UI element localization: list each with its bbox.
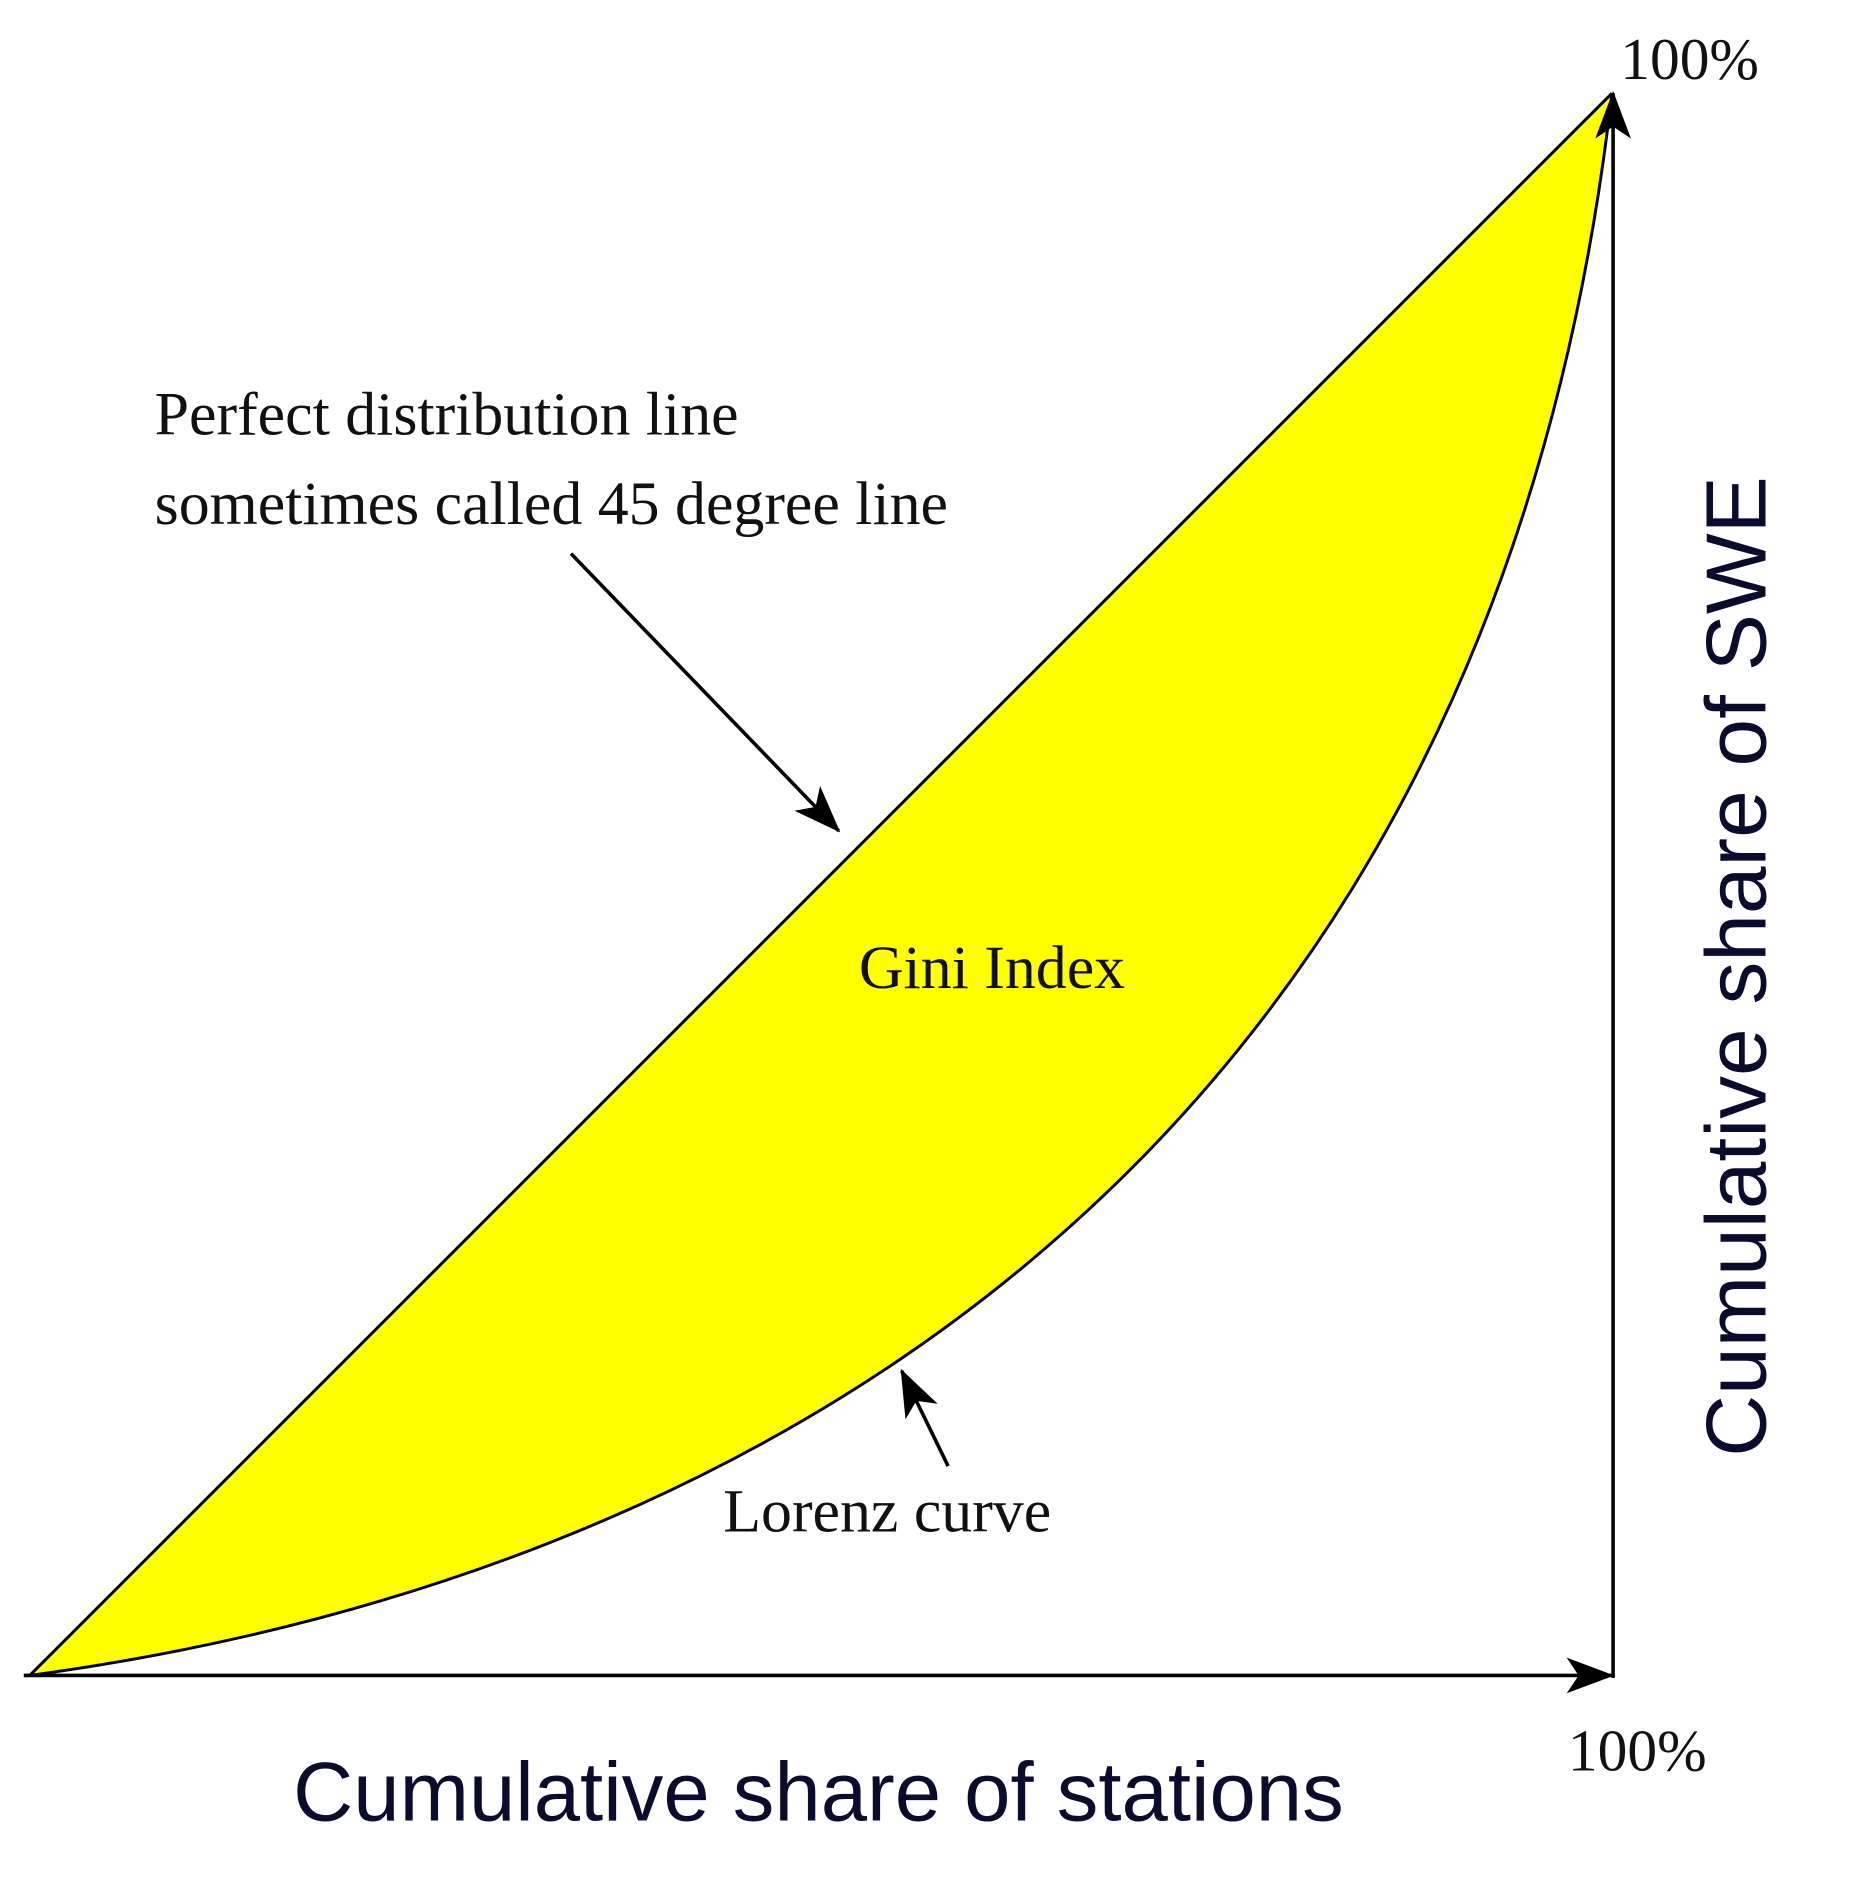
x-max-label: 100%	[1568, 1718, 1707, 1784]
y-max-label: 100%	[1620, 26, 1759, 92]
lorenz-pointer	[900, 1368, 950, 1467]
y-axis-title: Cumulative share of SWE	[1688, 476, 1784, 1456]
perfect-line-label: sometimes called 45 degree line	[155, 470, 948, 538]
gini-label: Gini Index	[859, 934, 1125, 1002]
x-axis-title: Cumulative share of stations	[293, 1746, 1344, 1839]
perfect-line-pointer	[569, 552, 841, 833]
perfect-line	[28, 92, 1613, 1677]
lorenz-curve	[29, 93, 1614, 1677]
lorenz-label: Lorenz curve	[723, 1478, 1051, 1546]
perfect-line-label: Perfect distribution line	[155, 381, 739, 449]
